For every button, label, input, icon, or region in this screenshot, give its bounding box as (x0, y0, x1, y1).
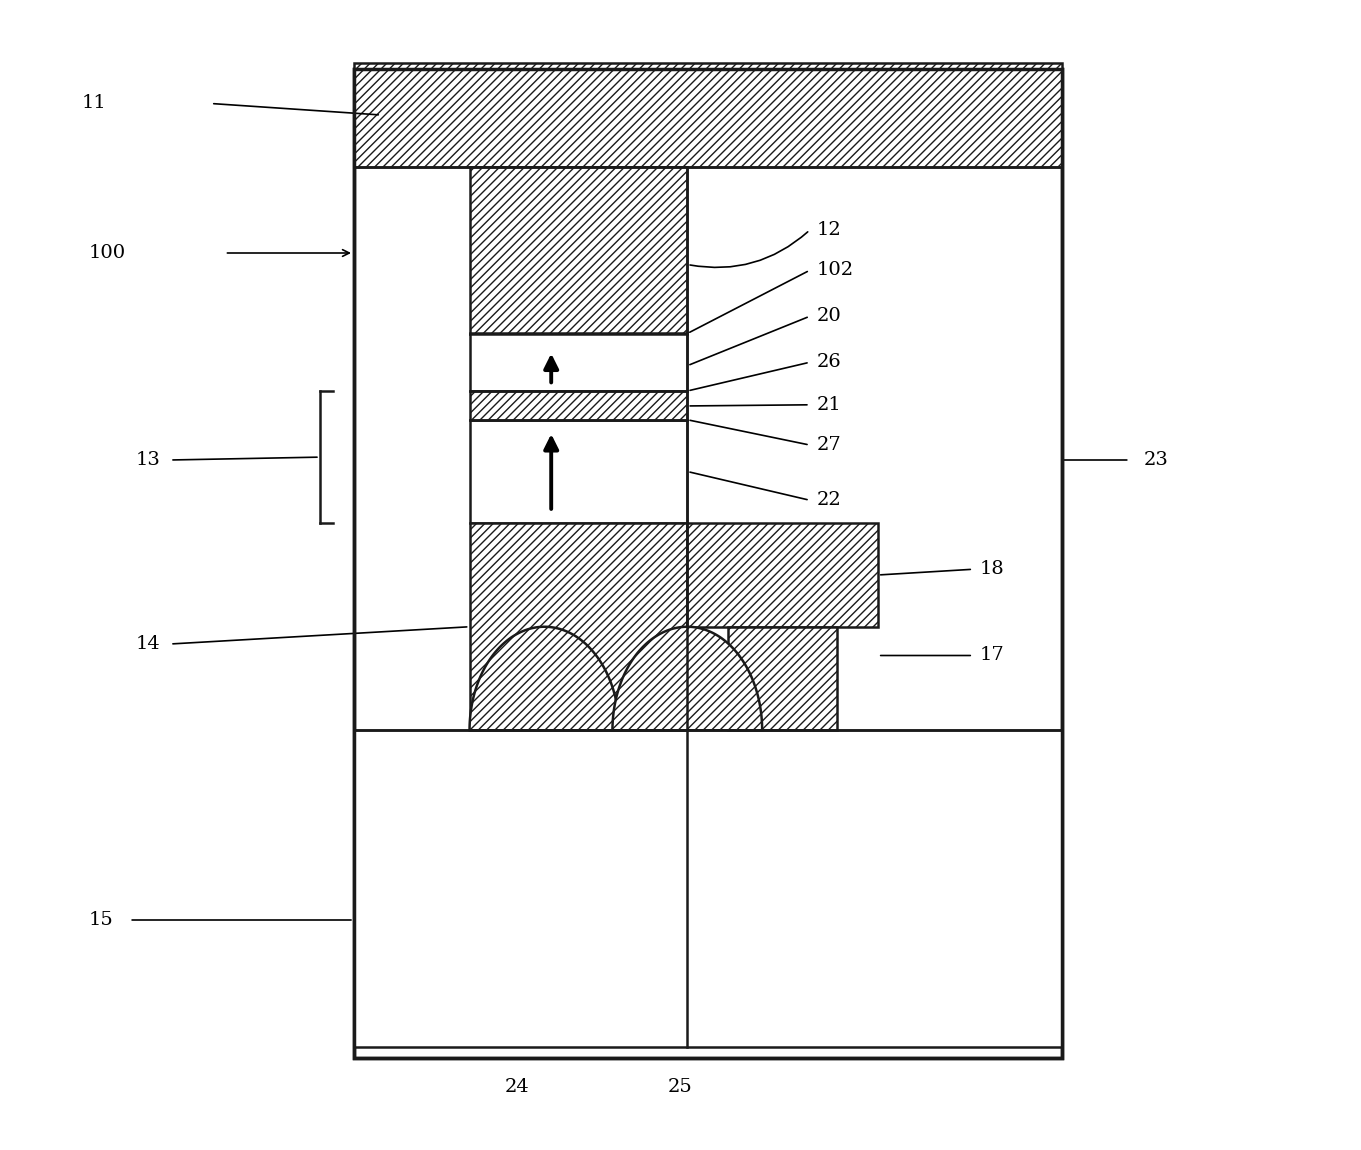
Text: 102: 102 (817, 261, 853, 279)
Bar (354, 730, 1062, 1046)
Text: 12: 12 (817, 221, 841, 239)
Text: 21: 21 (817, 396, 841, 414)
Bar (354, 730, 1062, 1046)
Text: 13: 13 (136, 451, 161, 469)
Text: 14: 14 (136, 635, 161, 653)
Text: 22: 22 (817, 491, 841, 509)
Text: 25: 25 (668, 1078, 693, 1096)
Text: 18: 18 (980, 560, 1004, 578)
Text: 15: 15 (88, 911, 113, 929)
Bar (354, 69, 1062, 1058)
Text: 17: 17 (980, 646, 1004, 665)
Text: 20: 20 (817, 307, 841, 325)
Bar (728, 627, 837, 730)
Polygon shape (612, 627, 762, 730)
Bar (354, 69, 1062, 1058)
Text: 27: 27 (817, 436, 841, 454)
Polygon shape (470, 627, 619, 730)
Bar (470, 334, 687, 391)
Text: 23: 23 (1143, 451, 1168, 469)
Bar (470, 523, 687, 730)
Bar (354, 63, 1062, 167)
Text: 11: 11 (82, 94, 106, 113)
Text: 24: 24 (505, 1078, 529, 1096)
Bar (470, 391, 687, 420)
Bar (470, 420, 687, 523)
Text: 26: 26 (817, 353, 841, 371)
Bar (687, 523, 878, 627)
Text: 100: 100 (88, 244, 125, 262)
Bar (470, 167, 687, 334)
